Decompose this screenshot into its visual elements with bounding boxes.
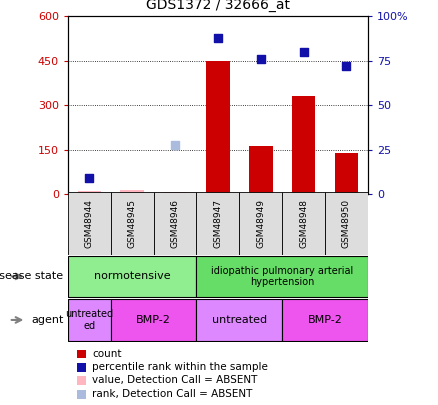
Bar xyxy=(78,191,101,194)
FancyBboxPatch shape xyxy=(197,298,282,341)
FancyBboxPatch shape xyxy=(68,256,197,297)
Text: GSM48945: GSM48945 xyxy=(128,199,137,248)
Bar xyxy=(206,61,230,194)
FancyBboxPatch shape xyxy=(282,298,368,341)
Text: untreated
ed: untreated ed xyxy=(65,309,113,331)
Point xyxy=(214,34,221,41)
Text: GSM48950: GSM48950 xyxy=(342,199,351,248)
FancyBboxPatch shape xyxy=(197,256,368,297)
FancyBboxPatch shape xyxy=(154,192,197,255)
FancyBboxPatch shape xyxy=(68,298,111,341)
FancyBboxPatch shape xyxy=(282,192,325,255)
Text: untreated: untreated xyxy=(212,315,267,325)
FancyBboxPatch shape xyxy=(239,192,282,255)
FancyBboxPatch shape xyxy=(197,192,239,255)
Text: GSM48949: GSM48949 xyxy=(256,199,265,248)
Bar xyxy=(249,146,272,194)
Point xyxy=(343,63,350,69)
Text: normotensive: normotensive xyxy=(94,271,170,281)
Bar xyxy=(163,192,187,194)
Bar xyxy=(292,96,315,194)
Bar xyxy=(120,190,144,194)
Text: percentile rank within the sample: percentile rank within the sample xyxy=(92,362,268,372)
Text: GSM48947: GSM48947 xyxy=(213,199,223,248)
Text: idiopathic pulmonary arterial
hypertension: idiopathic pulmonary arterial hypertensi… xyxy=(211,266,353,287)
Text: GSM48946: GSM48946 xyxy=(170,199,180,248)
FancyBboxPatch shape xyxy=(111,192,154,255)
Text: value, Detection Call = ABSENT: value, Detection Call = ABSENT xyxy=(92,375,258,385)
FancyBboxPatch shape xyxy=(111,298,197,341)
Text: GSM48944: GSM48944 xyxy=(85,199,94,248)
FancyBboxPatch shape xyxy=(68,192,111,255)
FancyBboxPatch shape xyxy=(325,192,368,255)
Point xyxy=(257,56,264,62)
Point xyxy=(86,175,93,181)
Text: agent: agent xyxy=(31,315,64,325)
Text: GSM48948: GSM48948 xyxy=(299,199,308,248)
Bar xyxy=(335,153,358,194)
Text: BMP-2: BMP-2 xyxy=(136,315,171,325)
Text: rank, Detection Call = ABSENT: rank, Detection Call = ABSENT xyxy=(92,389,252,399)
Text: count: count xyxy=(92,349,121,358)
Point xyxy=(172,141,179,148)
Point xyxy=(300,49,307,55)
Text: disease state: disease state xyxy=(0,271,64,281)
Title: GDS1372 / 32666_at: GDS1372 / 32666_at xyxy=(146,0,290,13)
Text: BMP-2: BMP-2 xyxy=(307,315,343,325)
